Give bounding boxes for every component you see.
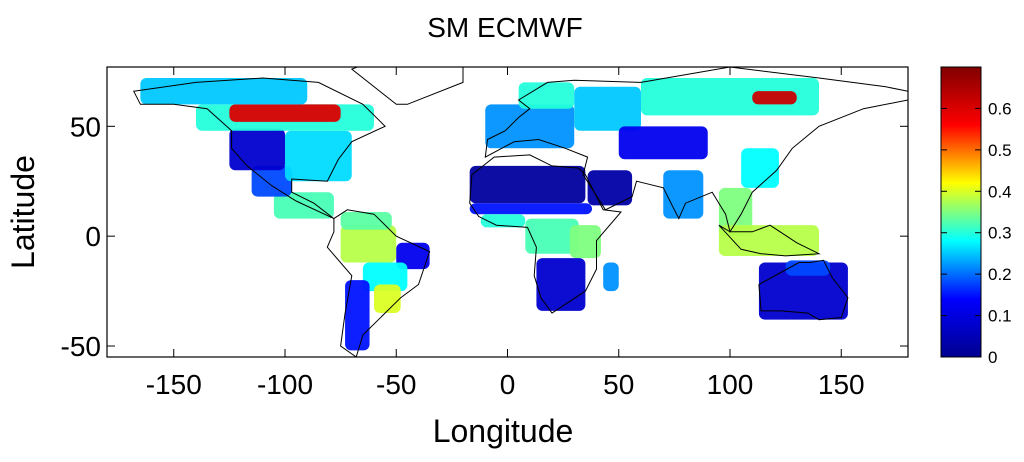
moisture-cell-scandinavia <box>518 82 575 109</box>
colorbar-tick-label: 0.6 <box>988 99 1012 118</box>
colorbar-tick-label: 0.5 <box>988 141 1012 160</box>
moisture-cell-southeast-asia <box>718 187 753 237</box>
y-axis-ticks: -50 0 50 <box>61 111 908 362</box>
moisture-cell-amazon <box>340 225 397 263</box>
x-tick-label: 0 <box>500 369 516 400</box>
x-axis-ticks: -150 -100 -50 0 50 100 150 <box>146 67 865 400</box>
moisture-cell-alaska-northern-canada <box>140 77 308 105</box>
moisture-cell-western-united-states <box>229 128 285 171</box>
moisture-cell-canadian-shield-wetlands <box>229 104 341 122</box>
colorbar-tick-label: 0.1 <box>988 307 1012 326</box>
moisture-cell-indonesia <box>718 225 819 256</box>
coastline-path-6 <box>718 224 821 257</box>
moisture-cell-central-south-america <box>362 262 408 292</box>
x-tick-label: 50 <box>603 369 634 400</box>
moisture-cell-west-africa-coast <box>480 214 526 228</box>
colorbar-gradient <box>940 66 982 358</box>
moisture-cell-northeast-brazil <box>396 242 430 270</box>
moisture-cells <box>140 77 848 351</box>
coastline-path-3 <box>484 67 908 234</box>
coastline-path-5 <box>350 67 464 105</box>
moisture-cell-siberia <box>641 77 819 116</box>
moisture-cell-mexico <box>251 165 292 197</box>
y-axis-label: Latitude <box>5 155 41 269</box>
coastline-path-2 <box>469 154 622 314</box>
moisture-cell-southeast-south-america <box>374 284 401 314</box>
x-tick-label: -150 <box>146 369 202 400</box>
y-tick-label: -50 <box>61 331 101 362</box>
x-tick-label: 100 <box>707 369 754 400</box>
moisture-cell-sahel <box>469 203 593 215</box>
x-tick-label: -50 <box>376 369 416 400</box>
y-tick-label: 0 <box>85 221 101 252</box>
moisture-cell-madagascar <box>603 262 619 292</box>
moisture-cell-india <box>663 170 704 219</box>
moisture-cell-east-africa-highlands <box>569 225 601 259</box>
colorbar: 0 0.1 0.2 0.3 0.4 0.5 0.6 <box>940 66 1012 367</box>
moisture-cell-central-africa <box>525 218 579 254</box>
moisture-cell-eastern-united-states <box>285 130 352 182</box>
chart-title: SM ECMWF <box>427 12 583 43</box>
x-tick-label: -100 <box>257 369 313 400</box>
moisture-cell-northern-south-america <box>340 212 392 230</box>
plot-area: -150 -100 -50 0 50 100 150 -50 0 50 <box>61 66 909 400</box>
colorbar-tick-label: 0.3 <box>988 224 1012 243</box>
coastlines <box>132 67 908 357</box>
colorbar-tick-label: 0.2 <box>988 265 1012 284</box>
moisture-cell-siberian-wetlands <box>752 91 797 105</box>
colorbar-tick-label: 0 <box>988 348 997 367</box>
moisture-cell-australia <box>758 262 848 320</box>
x-tick-label: 150 <box>818 369 865 400</box>
x-axis-label: Longitude <box>433 413 574 449</box>
coastline-path-4 <box>758 259 849 321</box>
moisture-cell-russia-west <box>574 86 641 131</box>
moisture-cell-sahara <box>469 165 586 204</box>
coastline-path-1 <box>326 209 431 357</box>
moisture-cell-arabian-peninsula <box>587 170 633 206</box>
colorbar-tick-label: 0.4 <box>988 182 1012 201</box>
y-tick-label: 50 <box>70 111 101 142</box>
moisture-cell-eastern-china <box>741 148 779 188</box>
moisture-cell-western-europe <box>485 104 575 149</box>
moisture-cell-andes-patagonia <box>345 280 370 351</box>
moisture-cell-central-asia <box>618 126 708 160</box>
coastline-path-0 <box>132 77 386 220</box>
colorbar-ticks: 0 0.1 0.2 0.3 0.4 0.5 0.6 <box>941 99 1012 367</box>
moisture-cell-southern-africa <box>536 258 586 311</box>
